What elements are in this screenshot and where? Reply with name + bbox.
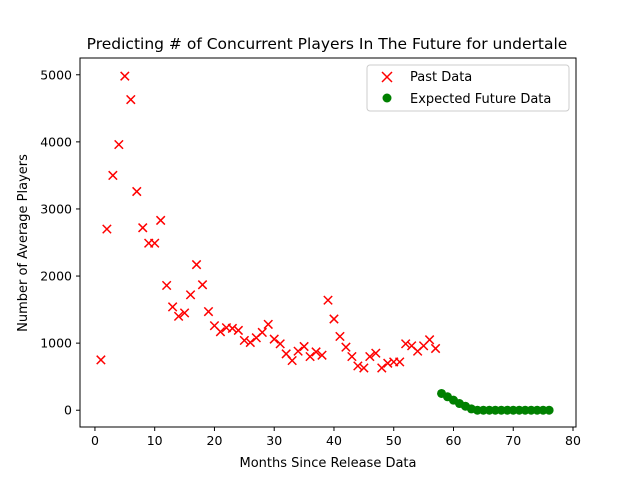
data-point-past-data — [233, 325, 244, 336]
legend-marker-expected-future-data — [382, 93, 392, 103]
data-point-past-data — [323, 295, 333, 305]
y-tick-label: 0 — [64, 403, 72, 418]
data-point-past-data — [114, 139, 124, 150]
data-point-past-data — [155, 215, 166, 226]
x-tick-label: 10 — [147, 433, 163, 448]
data-point-past-data — [275, 339, 285, 349]
plot-frame — [79, 57, 577, 428]
data-point-past-data — [197, 280, 208, 290]
x-tick-label: 30 — [266, 433, 282, 448]
y-tick-label: 3000 — [40, 201, 72, 216]
legend: Past Data Expected Future Data — [366, 64, 570, 112]
x-axis-label: Months Since Release Data — [240, 456, 417, 471]
legend-box — [366, 64, 570, 112]
data-point-past-data — [227, 323, 238, 334]
y-tick-label: 2000 — [40, 269, 72, 284]
data-point-past-data — [329, 314, 339, 324]
data-point-past-data — [173, 311, 184, 322]
data-point-past-data — [239, 335, 250, 346]
data-point-past-data — [377, 363, 387, 373]
data-point-past-data — [179, 308, 190, 318]
x-tick-label: 60 — [446, 433, 462, 448]
data-point-past-data — [167, 302, 178, 312]
data-point-past-data — [126, 94, 136, 105]
data-point-past-data — [317, 350, 327, 360]
y-axis-ticks: 0 1000 2000 3000 4000 5000 — [40, 67, 80, 418]
plot-area — [96, 71, 554, 415]
data-point-past-data — [311, 347, 321, 357]
data-point-past-data — [305, 351, 315, 362]
x-tick-label: 20 — [207, 433, 223, 448]
y-tick-label: 1000 — [40, 336, 72, 351]
data-point-expected-future-data — [544, 405, 554, 415]
legend-label-expected-future-data: Expected Future Data — [410, 92, 551, 107]
data-point-past-data — [161, 280, 172, 291]
x-tick-label: 50 — [386, 433, 402, 448]
data-point-past-data — [430, 343, 441, 354]
data-point-past-data — [371, 348, 381, 358]
data-point-past-data — [335, 331, 345, 342]
data-point-past-data — [102, 224, 112, 234]
x-tick-label: 80 — [565, 433, 581, 448]
legend-marker-past-data — [381, 71, 393, 83]
x-tick-label: 0 — [91, 433, 99, 448]
chart-title: Predicting # of Concurrent Players In Th… — [87, 35, 568, 53]
x-axis-ticks: 0 10 20 30 40 50 60 70 80 — [91, 427, 581, 448]
data-point-past-data — [132, 186, 142, 197]
data-point-past-data — [424, 335, 435, 345]
data-point-past-data — [400, 339, 411, 349]
data-point-past-data — [215, 327, 226, 337]
data-point-past-data — [293, 346, 303, 356]
data-point-past-data — [191, 259, 202, 270]
data-point-past-data — [394, 357, 405, 367]
data-point-past-data — [299, 341, 309, 352]
y-tick-label: 4000 — [40, 134, 72, 149]
x-tick-label: 70 — [505, 433, 521, 448]
data-point-past-data — [347, 351, 357, 362]
data-point-past-data — [185, 290, 196, 300]
data-point-past-data — [365, 351, 375, 362]
y-tick-label: 5000 — [40, 67, 72, 82]
data-point-past-data — [287, 355, 297, 366]
data-point-past-data — [359, 363, 369, 373]
data-point-past-data — [263, 319, 273, 330]
data-point-past-data — [96, 355, 106, 365]
y-axis-label: Number of Average Players — [16, 154, 31, 332]
data-point-past-data — [149, 238, 160, 248]
data-point-past-data — [341, 342, 351, 352]
data-point-past-data — [138, 223, 148, 233]
data-point-past-data — [353, 361, 363, 371]
data-point-past-data — [269, 334, 279, 344]
legend-label-past-data: Past Data — [410, 70, 472, 85]
data-point-past-data — [257, 327, 267, 338]
x-tick-label: 40 — [326, 433, 342, 448]
data-point-past-data — [245, 337, 256, 348]
data-point-past-data — [120, 71, 130, 81]
data-point-past-data — [203, 306, 214, 317]
data-point-past-data — [108, 170, 118, 181]
